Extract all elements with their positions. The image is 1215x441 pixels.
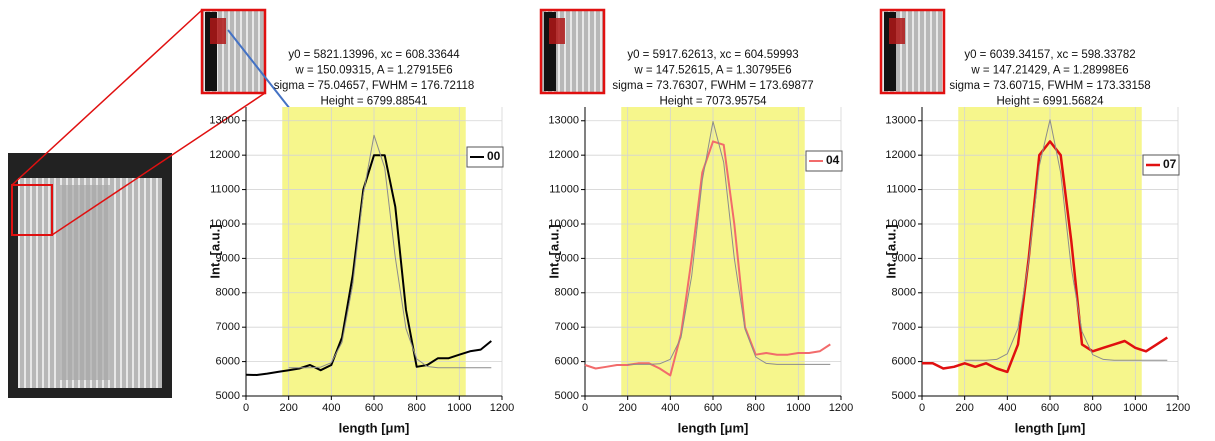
legend-box xyxy=(1142,154,1180,176)
x-tick-label: 400 xyxy=(661,402,679,414)
y-tick-label: 9000 xyxy=(216,252,240,264)
x-tick-label: 0 xyxy=(243,402,249,414)
y-tick-label: 7000 xyxy=(216,321,240,333)
y-tick-label: 12000 xyxy=(548,149,579,161)
y-tick-label: 13000 xyxy=(209,115,240,127)
y-tick-label: 11000 xyxy=(210,183,240,195)
y-tick-label: 10000 xyxy=(209,218,240,230)
sample-image xyxy=(8,9,266,398)
chart: 5000600070008000900010000110001200013000… xyxy=(883,49,1190,435)
fit-annotation: sigma = 73.60715, FWHM = 173.33158 xyxy=(949,80,1150,92)
fit-annotation: sigma = 73.76307, FWHM = 173.69877 xyxy=(612,80,813,92)
x-tick-label: 400 xyxy=(322,402,340,414)
y-tick-label: 8000 xyxy=(892,287,916,299)
y-tick-label: 8000 xyxy=(216,287,240,299)
x-tick-label: 1000 xyxy=(447,402,471,414)
y-tick-label: 10000 xyxy=(885,218,916,230)
x-tick-label: 200 xyxy=(618,402,636,414)
y-tick-label: 10000 xyxy=(548,218,579,230)
y-tick-label: 12000 xyxy=(885,149,916,161)
x-tick-label: 800 xyxy=(407,402,425,414)
legend-box xyxy=(466,146,504,168)
data-line xyxy=(964,119,1168,361)
x-tick-label: 600 xyxy=(704,402,722,414)
y-tick-label: 9000 xyxy=(892,252,916,264)
x-tick-label: 1200 xyxy=(829,402,853,414)
data-line xyxy=(245,154,492,376)
y-tick-label: 6000 xyxy=(555,356,579,368)
fit-annotation: y0 = 5821.13996, xc = 608.33644 xyxy=(288,49,460,61)
y-tick-label: 5000 xyxy=(555,390,579,402)
x-tick-label: 200 xyxy=(279,402,297,414)
data-line xyxy=(922,140,1168,374)
y-tick-label: 9000 xyxy=(555,252,579,264)
x-tick-label: 1000 xyxy=(1123,402,1147,414)
x-tick-label: 1200 xyxy=(1166,402,1190,414)
x-tick-label: 200 xyxy=(955,402,973,414)
fit-annotation: Height = 7073.95754 xyxy=(659,96,767,108)
y-tick-label: 7000 xyxy=(892,321,916,333)
x-axis-label: length [μm] xyxy=(339,420,410,435)
fit-annotation: Height = 6991.56824 xyxy=(996,96,1104,108)
x-tick-label: 800 xyxy=(1083,402,1101,414)
x-tick-label: 1000 xyxy=(786,402,810,414)
x-tick-label: 800 xyxy=(746,402,764,414)
y-tick-label: 13000 xyxy=(548,115,579,127)
fit-annotation: y0 = 6039.34157, xc = 598.33782 xyxy=(964,49,1135,61)
y-tick-label: 7000 xyxy=(555,321,579,333)
y-axis-label: Int. [a.u.] xyxy=(546,224,561,278)
y-tick-label: 11000 xyxy=(549,183,579,195)
fit-annotation: w = 150.09315, A = 1.27915E6 xyxy=(294,65,452,77)
y-tick-label: 12000 xyxy=(209,149,240,161)
y-tick-label: 5000 xyxy=(892,390,916,402)
x-tick-label: 600 xyxy=(1041,402,1059,414)
y-tick-label: 13000 xyxy=(885,115,916,127)
y-tick-label: 6000 xyxy=(892,356,916,368)
fit-annotation: w = 147.52615, A = 1.30795E6 xyxy=(633,65,791,77)
data-line xyxy=(627,121,831,365)
fit-annotation: sigma = 75.04657, FWHM = 176.72118 xyxy=(274,80,475,92)
chart: 5000600070008000900010000110001200013000… xyxy=(207,49,514,435)
y-tick-label: 8000 xyxy=(555,287,579,299)
x-tick-label: 0 xyxy=(919,402,925,414)
x-tick-label: 1200 xyxy=(490,402,514,414)
fit-annotation: w = 147.21429, A = 1.28998E6 xyxy=(970,65,1128,77)
y-tick-label: 5000 xyxy=(216,390,240,402)
legend-label: 07 xyxy=(1163,157,1177,171)
y-axis-label: Int. [a.u.] xyxy=(207,224,222,278)
y-tick-label: 6000 xyxy=(216,356,240,368)
x-axis-label: length [μm] xyxy=(678,420,749,435)
legend-label: 04 xyxy=(826,153,840,167)
y-axis-label: Int. [a.u.] xyxy=(883,224,898,278)
legend-label: 00 xyxy=(487,149,501,163)
x-tick-label: 600 xyxy=(365,402,383,414)
x-tick-label: 0 xyxy=(582,402,588,414)
x-tick-label: 400 xyxy=(998,402,1016,414)
legend-box xyxy=(805,150,843,172)
data-line xyxy=(584,140,831,377)
fit-annotation: y0 = 5917.62613, xc = 604.59993 xyxy=(627,49,798,61)
chart: 5000600070008000900010000110001200013000… xyxy=(546,49,853,435)
data-line xyxy=(288,134,492,369)
x-axis-label: length [μm] xyxy=(1015,420,1086,435)
fit-annotation: Height = 6799.88541 xyxy=(320,96,427,108)
y-tick-label: 11000 xyxy=(886,183,916,195)
inset-images xyxy=(200,8,946,132)
